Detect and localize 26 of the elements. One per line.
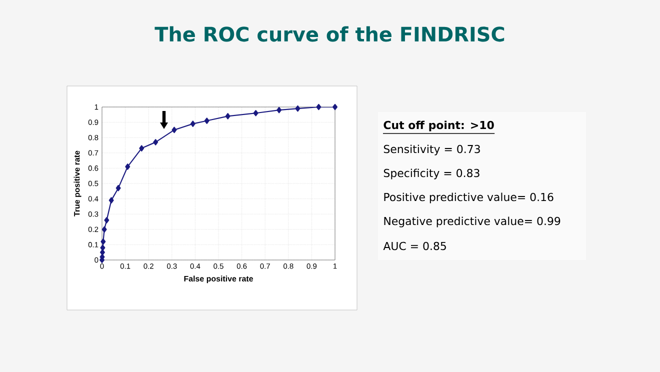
point	[172, 126, 177, 134]
point	[276, 106, 282, 114]
point	[102, 226, 107, 233]
point	[104, 217, 110, 224]
text: Negative predictive value= 0.99	[384, 216, 560, 228]
point	[316, 104, 322, 110]
point	[100, 244, 106, 251]
point	[153, 139, 158, 146]
point	[190, 120, 196, 127]
point	[100, 249, 105, 256]
chart-title: The ROC curve of the FINDRISC	[154, 26, 504, 42]
point	[108, 197, 114, 204]
text: Cut off point: >10	[384, 120, 494, 132]
point	[332, 104, 338, 110]
point	[139, 145, 144, 152]
text: Specificity = 0.83	[384, 168, 480, 180]
point	[116, 184, 121, 192]
point	[204, 118, 210, 124]
point	[100, 238, 106, 245]
point	[295, 105, 300, 112]
text: Sensitivity = 0.73	[384, 144, 480, 156]
point	[253, 110, 258, 116]
text: AUC = 0.85	[383, 242, 446, 250]
point	[125, 164, 130, 170]
text: Positive predictive value= 0.16	[384, 192, 554, 204]
point	[225, 113, 230, 120]
